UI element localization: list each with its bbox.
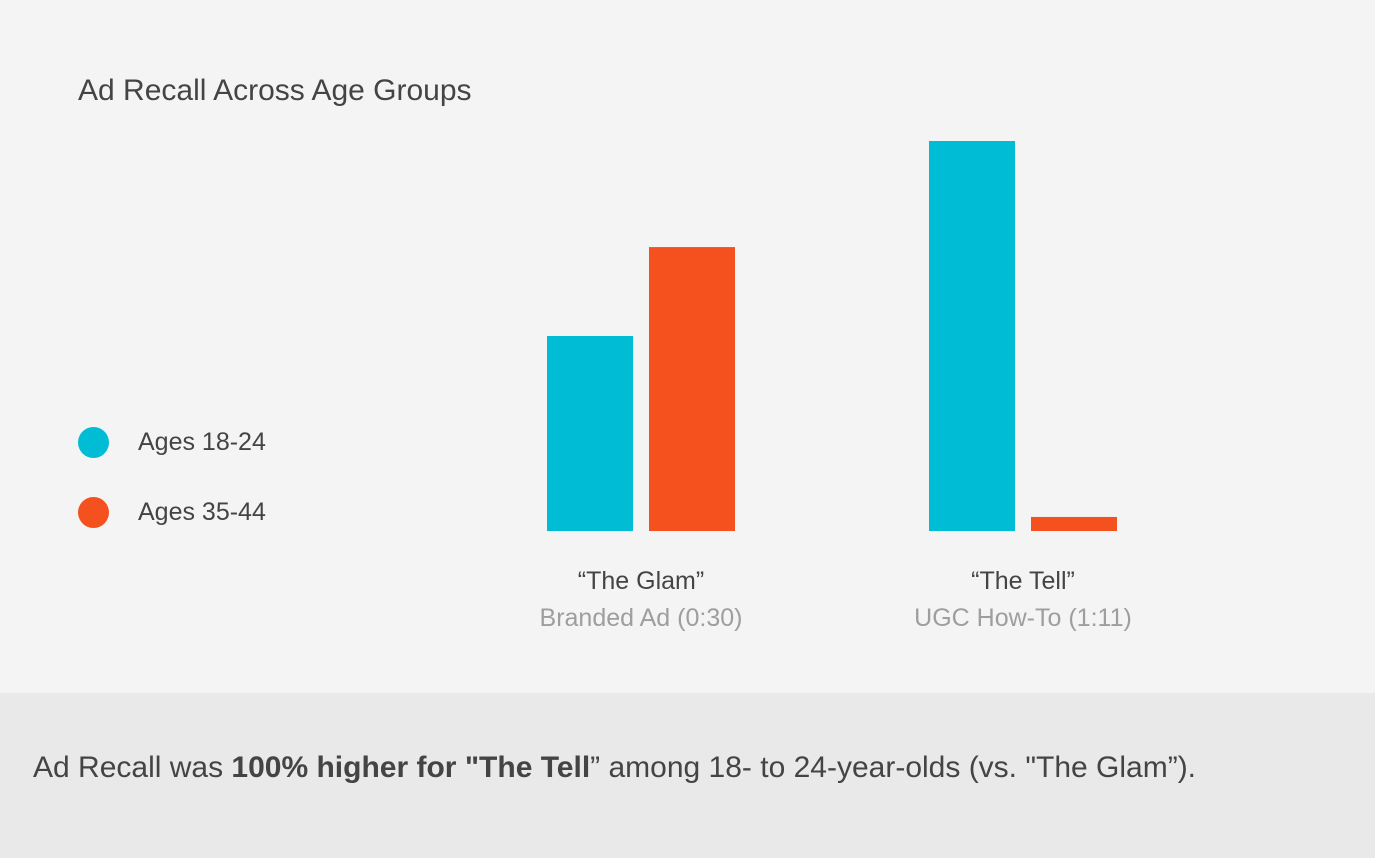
footer-band: Ad Recall was 100% higher for "The Tell”…: [0, 693, 1375, 858]
legend-item-ages-18-24: Ages 18-24: [78, 427, 266, 458]
category-subtitle: UGC How-To (1:11): [914, 604, 1132, 632]
category-label-glam: “The Glam” Branded Ad (0:30): [491, 567, 791, 633]
chart-title: Ad Recall Across Age Groups: [78, 74, 472, 107]
bar-0-0: [547, 336, 633, 531]
bar-0-1: [649, 247, 735, 531]
legend-item-ages-35-44: Ages 35-44: [78, 497, 266, 528]
legend-swatch-orange: [78, 497, 109, 528]
legend-label: Ages 35-44: [138, 498, 266, 526]
bar-1-0: [929, 141, 1015, 531]
caption-bold: 100% higher for "The Tell: [231, 751, 591, 784]
caption-text: ” among 18- to 24-year-olds (vs. "The Gl…: [590, 751, 1197, 784]
bar-chart: [547, 141, 1117, 531]
category-label-tell: “The Tell” UGC How-To (1:11): [873, 567, 1173, 633]
category-subtitle: Branded Ad (0:30): [539, 604, 743, 632]
caption-text: Ad Recall was: [33, 751, 232, 784]
category-name: “The Glam”: [577, 567, 705, 595]
legend-swatch-teal: [78, 427, 109, 458]
bar-1-1: [1031, 516, 1117, 531]
legend-label: Ages 18-24: [138, 428, 266, 456]
category-name: “The Tell”: [971, 567, 1075, 595]
summary-caption: Ad Recall was 100% higher for "The Tell”…: [33, 751, 1196, 785]
